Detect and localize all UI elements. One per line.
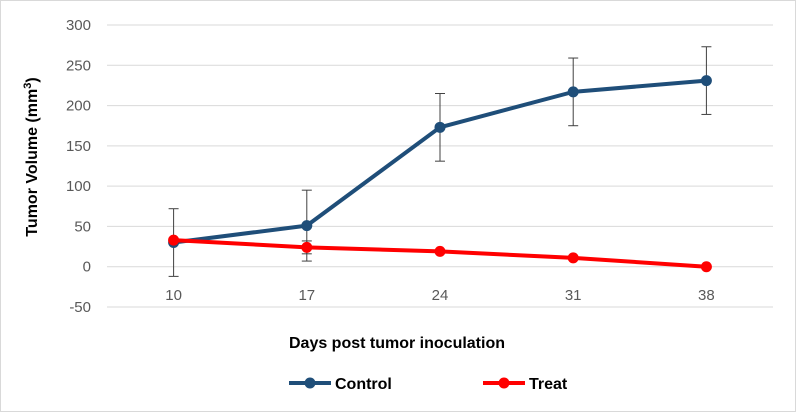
control-data-point (301, 220, 313, 232)
x-tick-label: 24 (432, 287, 449, 304)
x-tick-label: 10 (165, 287, 182, 304)
x-tick-label: 31 (565, 287, 582, 304)
treat-data-point (168, 234, 180, 246)
series-lines (168, 75, 712, 273)
legend-label: Treat (529, 376, 568, 393)
y-tick-label: 0 (83, 259, 91, 276)
y-tick-label: -50 (69, 299, 91, 316)
error-bars (168, 46, 712, 277)
x-tick-labels: 10 17 24 31 38 (165, 287, 714, 304)
x-tick-label: 38 (698, 287, 715, 304)
y-axis-label: Tumor Volume (mm3) (22, 77, 41, 236)
y-tick-label: 150 (66, 138, 91, 155)
y-tick-label: 50 (74, 218, 91, 235)
y-tick-label: 200 (66, 98, 91, 115)
control-data-point (700, 75, 712, 87)
treat-data-point (434, 245, 446, 257)
legend-label: Control (335, 376, 392, 393)
legend-item-control: Control (289, 376, 392, 393)
x-axis-label: Days post tumor inoculation (289, 335, 505, 352)
y-tick-label: 100 (66, 178, 91, 195)
treat-data-point (700, 261, 712, 273)
legend-swatch-marker (304, 377, 316, 389)
y-tick-label: 300 (66, 17, 91, 34)
legend-swatch-marker (498, 377, 510, 389)
legend-item-treat: Treat (483, 376, 568, 393)
y-tick-labels: 300 250 200 150 100 50 0 -50 (66, 17, 91, 316)
treat-data-point (301, 241, 313, 253)
treat-data-point (567, 252, 579, 264)
x-tick-label: 17 (298, 287, 315, 304)
legend: Control Treat (289, 376, 568, 393)
control-data-point (434, 121, 446, 133)
control-data-point (567, 86, 579, 98)
y-tick-label: 250 (66, 57, 91, 74)
